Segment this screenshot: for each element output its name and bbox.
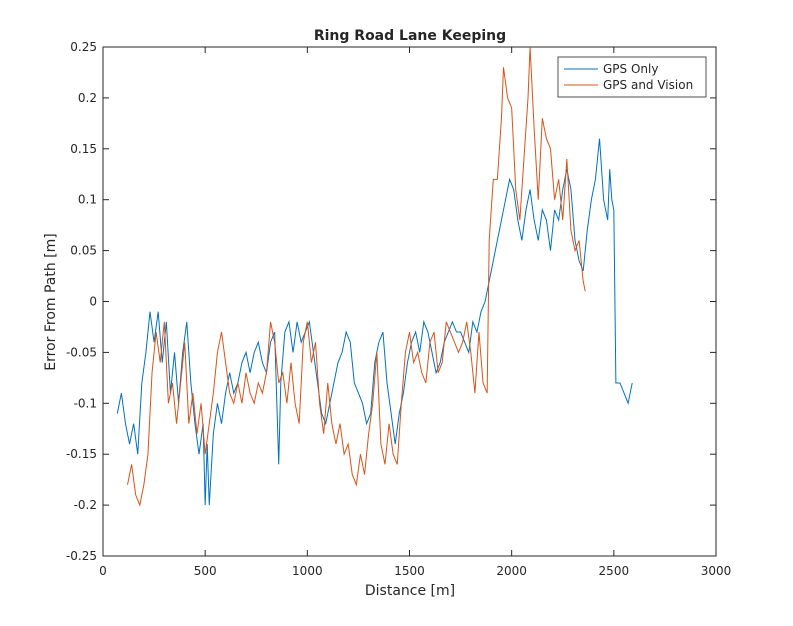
y-tick-label: 0.1 bbox=[78, 193, 97, 207]
y-axis-label: Error From Path [m] bbox=[43, 233, 59, 370]
y-tick-label: 0.15 bbox=[70, 142, 97, 156]
chart-title: Ring Road Lane Keeping bbox=[314, 28, 506, 44]
legend-label: GPS and Vision bbox=[603, 78, 693, 92]
y-tick-label: -0.2 bbox=[74, 498, 97, 512]
y-tick-label: -0.05 bbox=[66, 345, 97, 359]
legend-label: GPS Only bbox=[603, 62, 658, 76]
y-tick-label: -0.1 bbox=[74, 396, 97, 410]
legend-box bbox=[557, 56, 707, 98]
y-tick-label: -0.25 bbox=[66, 549, 97, 563]
x-tick-label: 2500 bbox=[599, 564, 630, 578]
x-tick-label: 3000 bbox=[701, 564, 732, 578]
x-tick-label: 1000 bbox=[292, 564, 323, 578]
plot-area bbox=[102, 46, 717, 557]
y-tick-label: 0 bbox=[89, 295, 97, 309]
y-tick-label: 0.2 bbox=[78, 91, 97, 105]
x-tick-label: 2000 bbox=[496, 564, 527, 578]
y-tick-label: 0.05 bbox=[70, 244, 97, 258]
x-tick-label: 0 bbox=[99, 564, 107, 578]
series-line bbox=[127, 46, 586, 507]
x-tick-label: 1500 bbox=[394, 564, 425, 578]
x-axis-label: Distance [m] bbox=[365, 583, 455, 599]
series-line bbox=[116, 138, 633, 506]
y-tick-label: 0.25 bbox=[70, 40, 97, 54]
x-tick-label: 500 bbox=[194, 564, 217, 578]
y-tick-label: -0.15 bbox=[66, 447, 97, 461]
